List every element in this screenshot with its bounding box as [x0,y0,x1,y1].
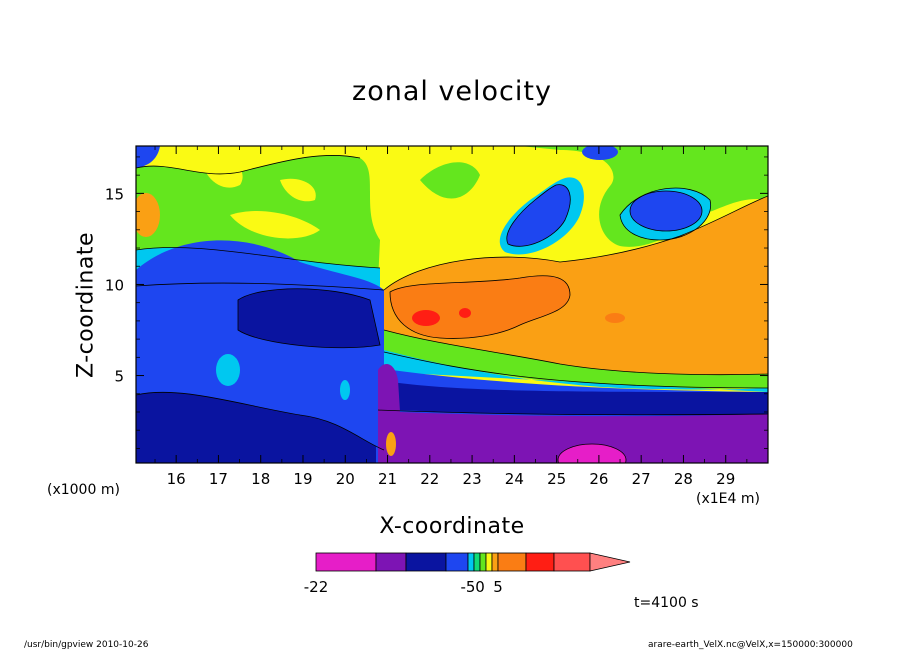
x-tick-label: 28 [674,470,693,488]
region-navy-lower [136,392,384,463]
region-purple [378,364,768,463]
x-tick-label: 22 [420,470,439,488]
region-green-mid [420,162,480,199]
region-orange-left [136,193,160,237]
region-cyan-blob [216,354,240,386]
region-orange-spike [386,432,396,456]
region-red-core [412,310,440,326]
region-magenta [558,444,626,463]
x-tick-label: 20 [336,470,355,488]
x-tick-label: 19 [293,470,312,488]
colorbar-segment [315,552,377,572]
x-axis-label: X-coordinate [379,514,525,539]
y-tick-label: 15 [105,185,124,203]
colorbar-segment [525,552,555,572]
x-tick-label: 29 [716,470,735,488]
region-navy-upper [238,288,380,348]
footer-program-date: /usr/bin/gpview 2010-10-26 [24,640,149,650]
region-yellow-blob-2 [280,178,316,202]
region-navy-right [378,380,768,416]
plot-frame [135,145,769,464]
colorbar-segment [553,552,591,572]
y-axis-label: Z-coordinate [73,232,99,378]
x-tick-label: 27 [632,470,651,488]
region-dark-orange-blob [605,313,625,323]
region-blue-top [582,146,618,160]
x-unit-note: (x1E4 m) [696,491,760,507]
x-tick-label: 25 [547,470,566,488]
y-unit-note: (x1000 m) [47,482,120,498]
colorbar-segment [445,552,469,572]
region-cyan-blob-2 [340,380,350,400]
region-cyan-band [384,350,768,392]
colorbar-extension [589,552,631,572]
x-tick-label: 18 [251,470,270,488]
colorbar: -22 -5 0 5 [304,552,631,596]
x-tick-label: 21 [378,470,397,488]
contour-lines [136,155,768,463]
colorbar-segment [473,552,481,572]
x-tick-label: 24 [505,470,524,488]
colorbar-label: 5 [493,578,503,596]
y-tick-label: 10 [105,276,124,294]
colorbar-label: 0 [475,578,485,596]
colorbar-segment [497,552,527,572]
x-tick-label: 16 [167,470,186,488]
colorbar-segment [405,552,447,572]
contour-field [136,146,768,463]
region-blue-right [506,184,571,247]
region-blue-corner [136,146,160,168]
region-blue-ring [630,191,702,231]
x-axis-ticks: 16 17 18 19 20 21 22 23 24 25 26 27 28 29 [154,146,748,488]
colorbar-segment [467,552,475,572]
colorbar-segment [375,552,407,572]
x-tick-label: 26 [589,470,608,488]
colorbar-segment [479,552,487,572]
colorbar-label: -5 [461,578,476,596]
region-yellow-blob [200,150,243,188]
colorbar-segment [491,552,499,572]
chart-title: zonal velocity [352,76,552,107]
region-yellow-blob-3 [230,210,320,239]
colorbar-label: -22 [304,578,329,596]
y-axis-ticks: 5 10 15 [105,156,768,449]
footer-source: arare-earth_VelX.nc@VelX,x=150000:300000 [648,640,853,650]
x-tick-label: 23 [463,470,482,488]
x-tick-label: 17 [209,470,228,488]
y-tick-label: 5 [114,368,124,386]
region-red-core-2 [459,308,471,318]
time-label: t=4100 s [634,595,699,611]
colorbar-segment [485,552,493,572]
